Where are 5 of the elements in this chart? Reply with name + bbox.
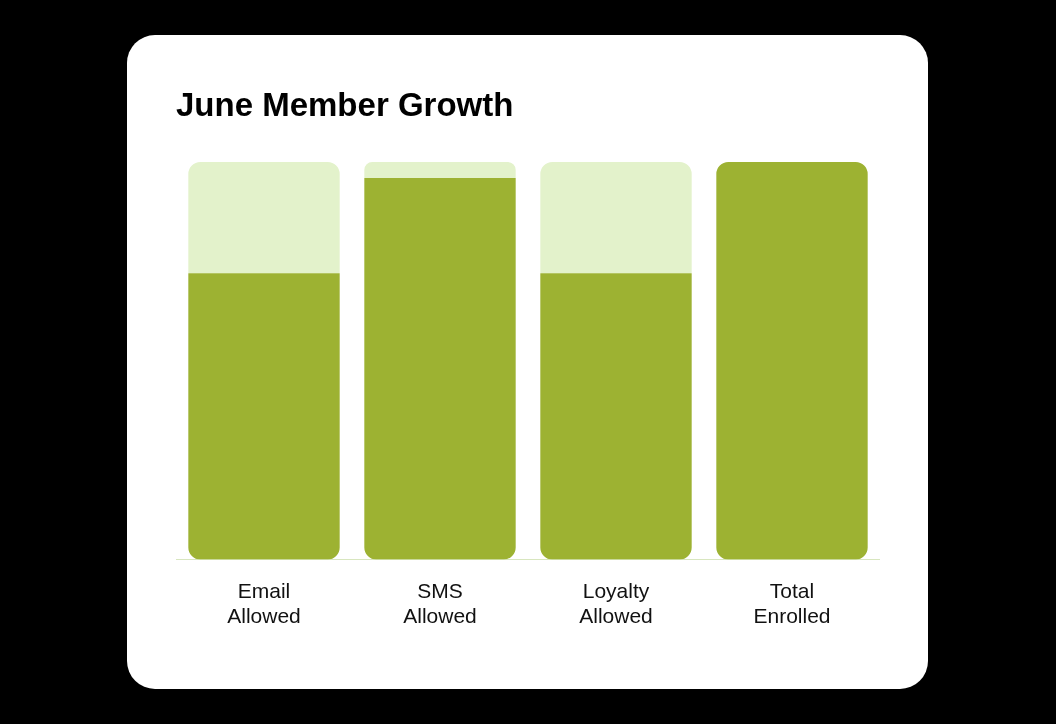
x-tick-label: Total Enrolled [753,579,831,628]
x-tick-label: SMS Allowed [403,579,477,628]
x-tick-label: Loyalty Allowed [579,579,653,628]
x-tick-label: Email Allowed [227,579,301,628]
chart-title: June Member Growth [176,86,514,124]
